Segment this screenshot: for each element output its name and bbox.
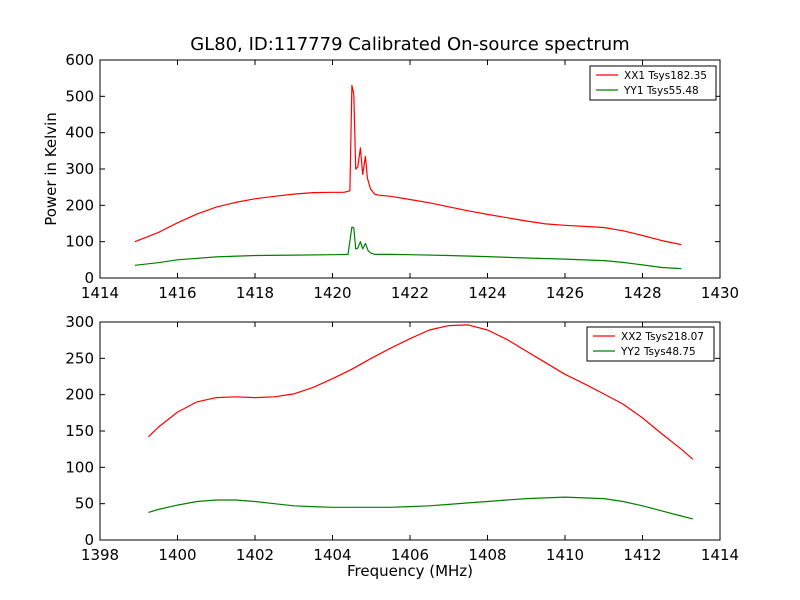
x-tick-label: 1408 [468, 546, 506, 564]
x-tick-label: 1402 [236, 546, 274, 564]
y-tick-label: 300 [65, 313, 94, 331]
x-tick-label: 1410 [546, 546, 584, 564]
legend-label: XX1 Tsys182.35 [624, 70, 707, 82]
y-tick-label: 250 [65, 349, 94, 367]
x-tick-label: 1428 [623, 284, 661, 302]
y-tick-label: 200 [65, 196, 94, 214]
x-tick-label: 1404 [313, 546, 351, 564]
series-line-2-1 [147, 324, 694, 460]
x-tick-label: 1430 [701, 284, 739, 302]
x-tick-label: 1412 [623, 546, 661, 564]
x-tick-label: 1426 [546, 284, 584, 302]
x-tick-label: 1400 [158, 546, 196, 564]
x-tick-label: 1398 [81, 546, 119, 564]
y-tick-label: 500 [65, 87, 94, 105]
y-tick-label: 150 [65, 422, 94, 440]
y-tick-label: 0 [84, 269, 94, 287]
x-tick-label: 1414 [81, 284, 119, 302]
y-tick-label: 600 [65, 51, 94, 69]
y-tick-label: 400 [65, 124, 94, 142]
series-line-1-1 [134, 84, 682, 246]
y-axis-label: Power in Kelvin [42, 112, 60, 226]
x-tick-label: 1424 [468, 284, 506, 302]
legend-label: XX2 Tsys218.07 [621, 331, 704, 343]
x-axis-label: Frequency (MHz) [347, 562, 473, 580]
series-line-1-2 [134, 226, 682, 270]
x-tick-label: 1420 [313, 284, 351, 302]
y-tick-label: 50 [75, 495, 94, 513]
legend-box [589, 65, 717, 101]
x-tick-label: 1422 [391, 284, 429, 302]
chart-title: GL80, ID:117779 Calibrated On-source spe… [190, 34, 630, 55]
legend-label: YY2 Tsys48.75 [620, 346, 696, 358]
y-tick-label: 100 [65, 233, 94, 251]
y-tick-label: 300 [65, 160, 94, 178]
series-line-2-2 [148, 496, 694, 520]
x-tick-label: 1414 [701, 546, 739, 564]
y-tick-label: 100 [65, 458, 94, 476]
x-tick-label: 1406 [391, 546, 429, 564]
y-tick-label: 0 [84, 531, 94, 549]
y-tick-label: 200 [65, 386, 94, 404]
x-tick-label: 1418 [236, 284, 274, 302]
x-tick-label: 1416 [158, 284, 196, 302]
legend-box [586, 326, 715, 362]
legend-label: YY1 Tsys55.48 [623, 85, 699, 97]
